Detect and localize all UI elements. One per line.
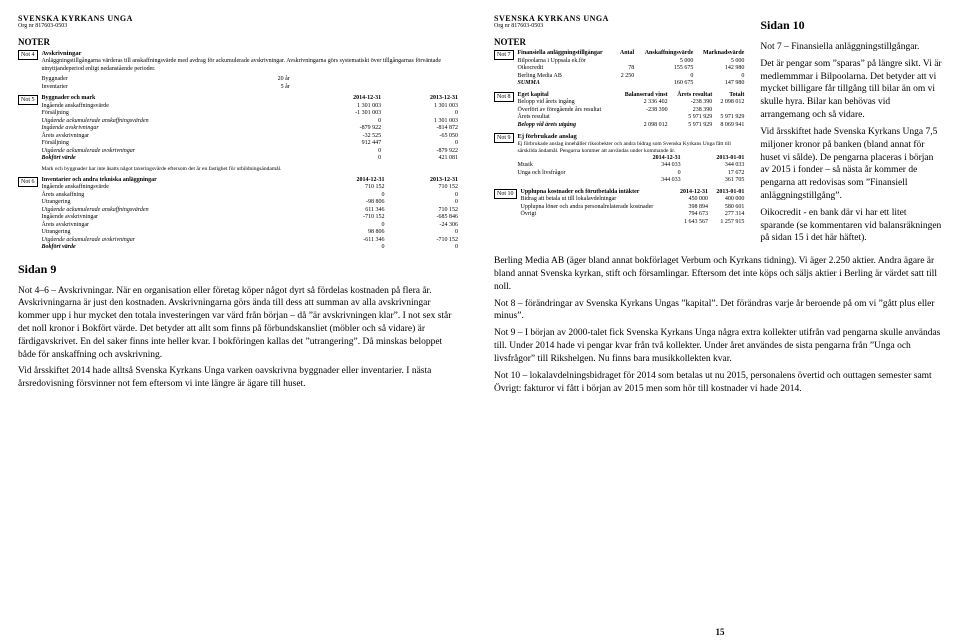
note-8: Not 8 Eget kapitalBalanserad vinstÅrets … [494,92,748,130]
note-4: Not 4 Avskrivningar Anläggningstillgånga… [18,50,462,91]
note-9-title: Ej förbrukade anslag [518,133,749,141]
right-col-p3: Oikocredit - en bank där vi har ett lite… [760,207,942,245]
note-6-tag: Not 6 [18,177,38,187]
note-6-table: Inventarier och andra tekniska anläggnin… [42,177,463,252]
org-nr-r: Org nr 817603-0503 [494,23,748,29]
note-8-table: Eget kapitalBalanserad vinstÅrets result… [518,92,749,130]
note-7-tag: Not 7 [494,50,514,60]
note-10: Not 10 Upplupna kostnader och förutbetal… [494,189,748,227]
note-5-tag: Not 5 [18,95,38,105]
note-4-tag: Not 4 [18,50,38,60]
note-4-table: Byggnader20 årInventarier5 år [42,76,294,91]
right-col-p2: Vid årsskiftet hade Svenska Kyrkans Unga… [760,126,942,203]
right-col-title: Not 7 – Finansiella anläggningstillgånga… [760,41,942,54]
note-4-text: Anläggningstillgångarna värderas till an… [42,58,463,73]
note-7-table: Finansiella anläggningstillgångarAntalAn… [518,50,749,88]
note-9-table: 2014-12-312013-01-01Musik344 033344 033U… [518,155,749,185]
note-9-text: Ej förbrukade anslag innehåller riksobek… [518,141,749,155]
note-9-tag: Not 9 [494,133,514,143]
noter-heading-r: NOTER [494,37,748,47]
left-body: Not 4–6 – Avskrivningar. När en organisa… [18,285,462,392]
note-7: Not 7 Finansiella anläggningstillgångarA… [494,50,748,88]
sidan-10: Sidan 10 [760,18,942,33]
org-name-r: SVENSKA KYRKANS UNGA [494,14,748,23]
sidan-9: Sidan 9 [18,262,462,277]
note-10-tag: Not 10 [494,189,517,199]
org-nr: Org nr 817603-0503 [18,23,462,29]
note-10-table: Upplupna kostnader och förutbetalda intä… [521,189,749,227]
note-9: Not 9 Ej förbrukade anslag Ej förbrukade… [494,133,748,185]
note-4-title: Avskrivningar [42,50,463,58]
note-8-tag: Not 8 [494,92,514,102]
right-bottom-p3: Not 9 – I början av 2000-talet fick Sven… [494,327,942,365]
right-bottom-p2: Not 8 – förändringar av Svenska Kyrkans … [494,298,942,324]
right-bottom: Berling Media AB (äger bland annat bokfö… [494,255,942,395]
page-number: 15 [716,627,725,637]
noter-heading: NOTER [18,37,462,47]
org-name: SVENSKA KYRKANS UNGA [18,14,462,23]
right-col-p1: Det är pengar som ”sparas” på längre sik… [760,58,942,122]
right-bottom-p1: Berling Media AB (äger bland annat bokfö… [494,255,942,293]
note-5-foot: Mark och byggnader har inte åsatts något… [42,166,463,173]
page-right: SVENSKA KYRKANS UNGA Org nr 817603-0503 … [480,0,960,643]
right-col: Not 7 – Finansiella anläggningstillgånga… [760,41,942,245]
left-body-p2: Vid årsskiftet 2014 hade alltså Svenska … [18,365,462,391]
page-left: SVENSKA KYRKANS UNGA Org nr 817603-0503 … [0,0,480,643]
note-5: Not 5 Byggnader och mark2014-12-312013-1… [18,95,462,172]
left-body-p1: Not 4–6 – Avskrivningar. När en organisa… [18,285,462,362]
right-bottom-p4: Not 10 – lokalavdelningsbidraget för 201… [494,370,942,396]
note-6: Not 6 Inventarier och andra tekniska anl… [18,177,462,252]
note-5-table: Byggnader och mark2014-12-312013-12-31In… [42,95,463,163]
